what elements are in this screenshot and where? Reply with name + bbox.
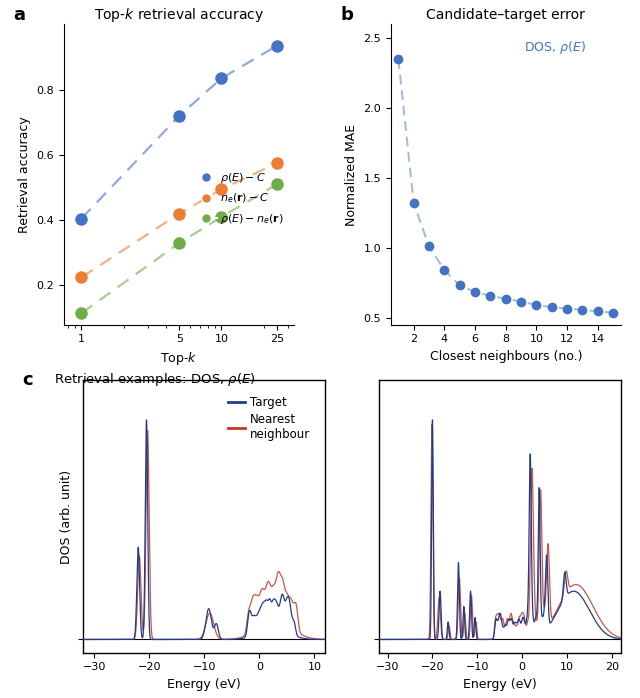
Y-axis label: DOS (arb. unit): DOS (arb. unit) — [60, 470, 73, 563]
Text: $\mathbf{b}$: $\mathbf{b}$ — [340, 6, 354, 24]
Legend: Target, Nearest
neighbour: Target, Nearest neighbour — [223, 392, 315, 446]
X-axis label: Closest neighbours (no.): Closest neighbours (no.) — [429, 350, 582, 363]
Text: $\mathbf{c}$: $\mathbf{c}$ — [22, 371, 34, 389]
Title: Top-$k$ retrieval accuracy: Top-$k$ retrieval accuracy — [94, 6, 264, 24]
Text: DOS, $\rho(E)$: DOS, $\rho(E)$ — [524, 40, 586, 57]
Title: Candidate–target error: Candidate–target error — [426, 8, 585, 22]
Legend: $\rho(E) - C$, $n_e(\mathbf{r}) - C$, $\rho(E) - n_e(\mathbf{r})$: $\rho(E) - C$, $n_e(\mathbf{r}) - C$, $\… — [190, 167, 289, 230]
Y-axis label: Retrieval accuracy: Retrieval accuracy — [18, 116, 31, 233]
Y-axis label: Normalized MAE: Normalized MAE — [345, 124, 358, 225]
X-axis label: Energy (eV): Energy (eV) — [168, 678, 241, 691]
X-axis label: Energy (eV): Energy (eV) — [463, 678, 536, 691]
Text: $\mathbf{a}$: $\mathbf{a}$ — [13, 6, 26, 24]
Text: Retrieval examples: DOS, $\rho(E)$: Retrieval examples: DOS, $\rho(E)$ — [54, 371, 257, 388]
X-axis label: Top-$k$: Top-$k$ — [161, 350, 198, 367]
